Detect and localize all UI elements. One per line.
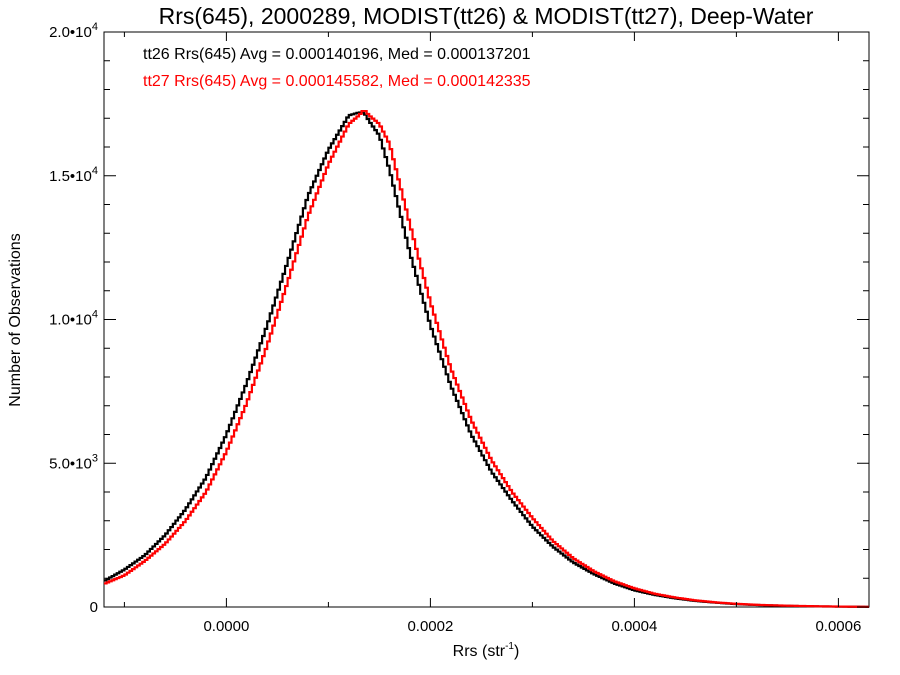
x-axis-label-close: ) — [514, 643, 519, 660]
annotation-text: tt27 Rrs(645) Avg = 0.000145582, Med = 0… — [143, 73, 531, 90]
y-tick-label-exponent: 4 — [92, 21, 98, 33]
y-tick-label-exponent: 4 — [92, 309, 98, 321]
series-layer — [104, 109, 869, 608]
y-tick-label-base: 1.5•10 — [49, 168, 92, 185]
x-axis-label-text: Rrs (str — [453, 643, 506, 660]
x-axis-label: Rrs (str-1) — [453, 641, 520, 660]
y-tick-label-base: 2.0•10 — [49, 24, 92, 41]
y-tick-label: 1.5•104 — [49, 165, 98, 185]
y-tick-label-exponent: 4 — [92, 165, 98, 177]
x-tick-label: 0.0004 — [611, 618, 657, 635]
series-line-0 — [104, 111, 869, 608]
y-tick-label: 0 — [90, 599, 98, 616]
y-tick-label-base: 5.0•10 — [49, 455, 92, 472]
y-tick-label-base: 0 — [90, 599, 98, 616]
y-tick-label-base: 1.0•10 — [49, 312, 92, 329]
annotation-text: tt26 Rrs(645) Avg = 0.000140196, Med = 0… — [143, 46, 531, 63]
annotation-group: tt26 Rrs(645) Avg = 0.000140196, Med = 0… — [143, 46, 531, 90]
y-tick-label-exponent: 3 — [92, 452, 98, 464]
y-axis-label: Number of Observations — [7, 233, 24, 406]
x-tick-label: 0.0006 — [815, 618, 861, 635]
chart-title: Rrs(645), 2000289, MODIST(tt26) & MODIST… — [159, 3, 814, 29]
x-axis-label-exponent: -1 — [505, 641, 514, 652]
x-tick-label: 0.0000 — [203, 618, 249, 635]
x-axis-ticks: 0.0000 0.0002 0.0004 0.0006 — [123, 32, 861, 635]
y-tick-label: 1.0•104 — [49, 309, 98, 329]
y-tick-label: 5.0•103 — [49, 452, 98, 472]
y-tick-label: 2.0•104 — [49, 21, 98, 41]
plot-frame — [103, 31, 870, 608]
series-line-1 — [104, 109, 869, 608]
x-tick-label: 0.0002 — [407, 618, 453, 635]
